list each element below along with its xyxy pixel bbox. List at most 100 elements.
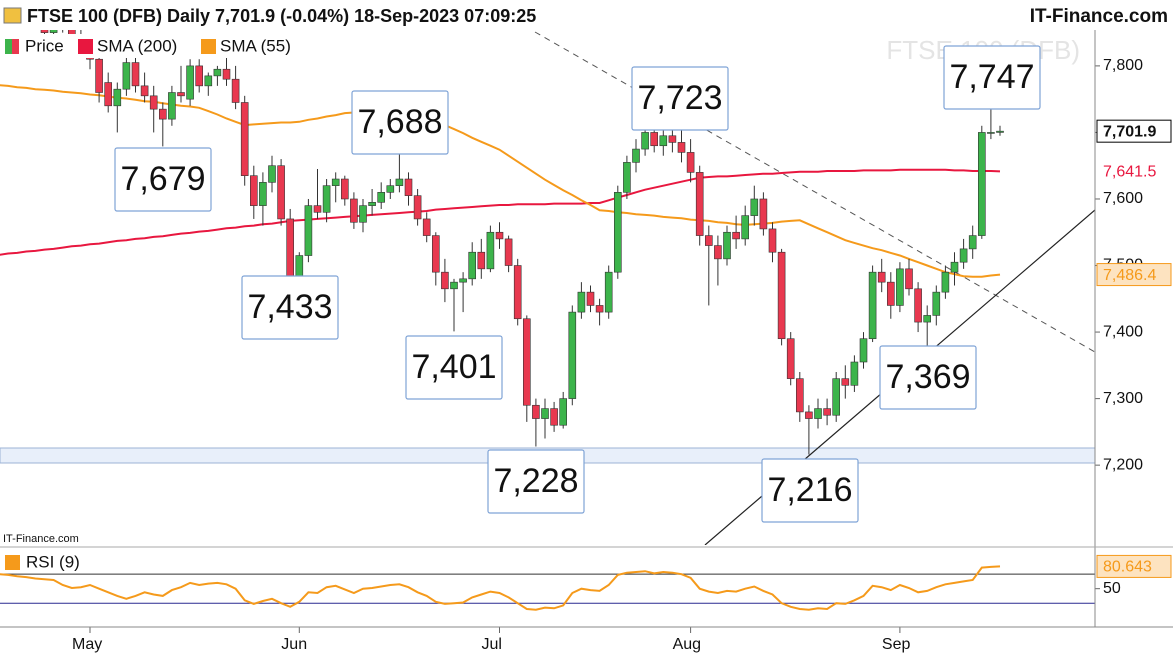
- candle-body: [677, 142, 686, 153]
- candle-body: [222, 68, 231, 80]
- candle-body: [550, 408, 558, 426]
- candle-body: [723, 231, 731, 260]
- candle-body: [977, 132, 986, 236]
- candle-body: [259, 182, 267, 206]
- candle-body: [641, 132, 649, 150]
- x-tick-label: Sep: [882, 636, 911, 653]
- candle-body: [368, 202, 376, 206]
- annotation-box: [351, 90, 449, 155]
- last-sma-label: 7,641.5: [1103, 164, 1156, 181]
- candle-body: [213, 68, 222, 77]
- candle-body: [686, 152, 695, 173]
- candle-body: [968, 235, 977, 250]
- candle-body: [322, 185, 331, 213]
- candle-body: [577, 291, 586, 313]
- line-series: [0, 168, 1001, 256]
- candle-body: [950, 261, 959, 273]
- candle-body: [832, 378, 841, 416]
- candle-body: [359, 205, 367, 223]
- line-series: [0, 565, 1001, 611]
- x-tick-label: Aug: [673, 636, 701, 653]
- annotation-box: [114, 147, 212, 212]
- candle-body: [122, 62, 131, 90]
- candle-body: [732, 231, 740, 240]
- candle-body: [195, 65, 203, 87]
- legend-swatch-down: [12, 39, 19, 54]
- candle-body: [395, 178, 404, 186]
- candle-body: [304, 205, 313, 256]
- candle-body: [786, 338, 795, 379]
- candle-body: [477, 251, 486, 270]
- candle-body: [704, 235, 713, 246]
- price-layer: [0, 30, 1004, 455]
- source-label: IT-Finance.com: [3, 533, 79, 545]
- x-tick-label: May: [72, 636, 102, 653]
- last-sma-box: [1096, 263, 1172, 287]
- annotation-label: 7,401: [411, 348, 496, 386]
- candle-body: [95, 58, 103, 93]
- annotation-box: [487, 449, 585, 514]
- candle-body: [177, 92, 185, 97]
- candle-body: [896, 268, 904, 306]
- legend-label: SMA (55): [220, 36, 291, 55]
- candle-body: [805, 411, 813, 419]
- header-bar: [0, 0, 1173, 30]
- annotation-box: [631, 66, 729, 131]
- candle-body: [750, 198, 759, 216]
- y-tick-label: 7,600: [1103, 190, 1143, 207]
- candle-body: [859, 338, 868, 363]
- candle-body: [595, 305, 604, 313]
- candle-body: [841, 378, 850, 386]
- candle-body: [240, 102, 249, 176]
- candle-body: [714, 245, 722, 260]
- annotation-label: 7,369: [885, 358, 970, 396]
- candle-body: [277, 165, 285, 220]
- over-layer: 7,2007,3007,4007,5007,6007,7007,8007,701…: [0, 34, 1172, 653]
- candle-body: [404, 178, 413, 196]
- candle-body: [331, 178, 340, 186]
- candle-body: [450, 281, 458, 290]
- candle-body: [486, 231, 495, 270]
- candle-body: [459, 278, 467, 283]
- last-sma-box: [1097, 160, 1171, 183]
- candle-body: [823, 408, 831, 416]
- candle-body: [104, 82, 112, 107]
- candle-body: [377, 192, 386, 203]
- chart-title: FTSE 100 (DFB) Daily 7,701.9 (-0.04%) 18…: [27, 6, 536, 26]
- candle-body: [941, 271, 950, 293]
- x-tick-label: Jul: [482, 636, 502, 653]
- candle-body: [168, 92, 176, 120]
- last-price-label: 7,701.9: [1103, 123, 1156, 140]
- legend-swatch-up: [5, 39, 12, 54]
- candle-body: [149, 95, 158, 110]
- candle-body: [504, 238, 513, 266]
- candle-body: [741, 215, 750, 240]
- line-series: [0, 84, 1001, 278]
- candle-body: [886, 281, 895, 306]
- candle-body: [522, 318, 531, 406]
- candle-body: [586, 291, 595, 306]
- candle-body: [250, 175, 258, 206]
- candle-body: [40, 30, 49, 33]
- legend-background: [0, 34, 285, 58]
- candle-body: [695, 172, 704, 236]
- candle-body: [231, 78, 240, 103]
- candle-body: [877, 271, 886, 283]
- y-tick-label: 7,300: [1103, 390, 1143, 407]
- candle-body: [850, 361, 859, 386]
- app-icon: [3, 7, 22, 24]
- candle-body: [541, 408, 549, 419]
- candle-body: [350, 198, 358, 223]
- candle-body: [959, 248, 968, 263]
- y-tick-label: 50: [1103, 580, 1121, 597]
- annotation-label: 7,216: [767, 471, 852, 509]
- candle-body: [795, 378, 804, 413]
- candle-body: [386, 185, 395, 193]
- candle-body: [413, 195, 422, 220]
- last-rsi-box: [1096, 554, 1172, 578]
- annotation-label: 7,679: [120, 160, 205, 198]
- last-price-box: [1096, 119, 1172, 143]
- candle-body: [914, 288, 922, 323]
